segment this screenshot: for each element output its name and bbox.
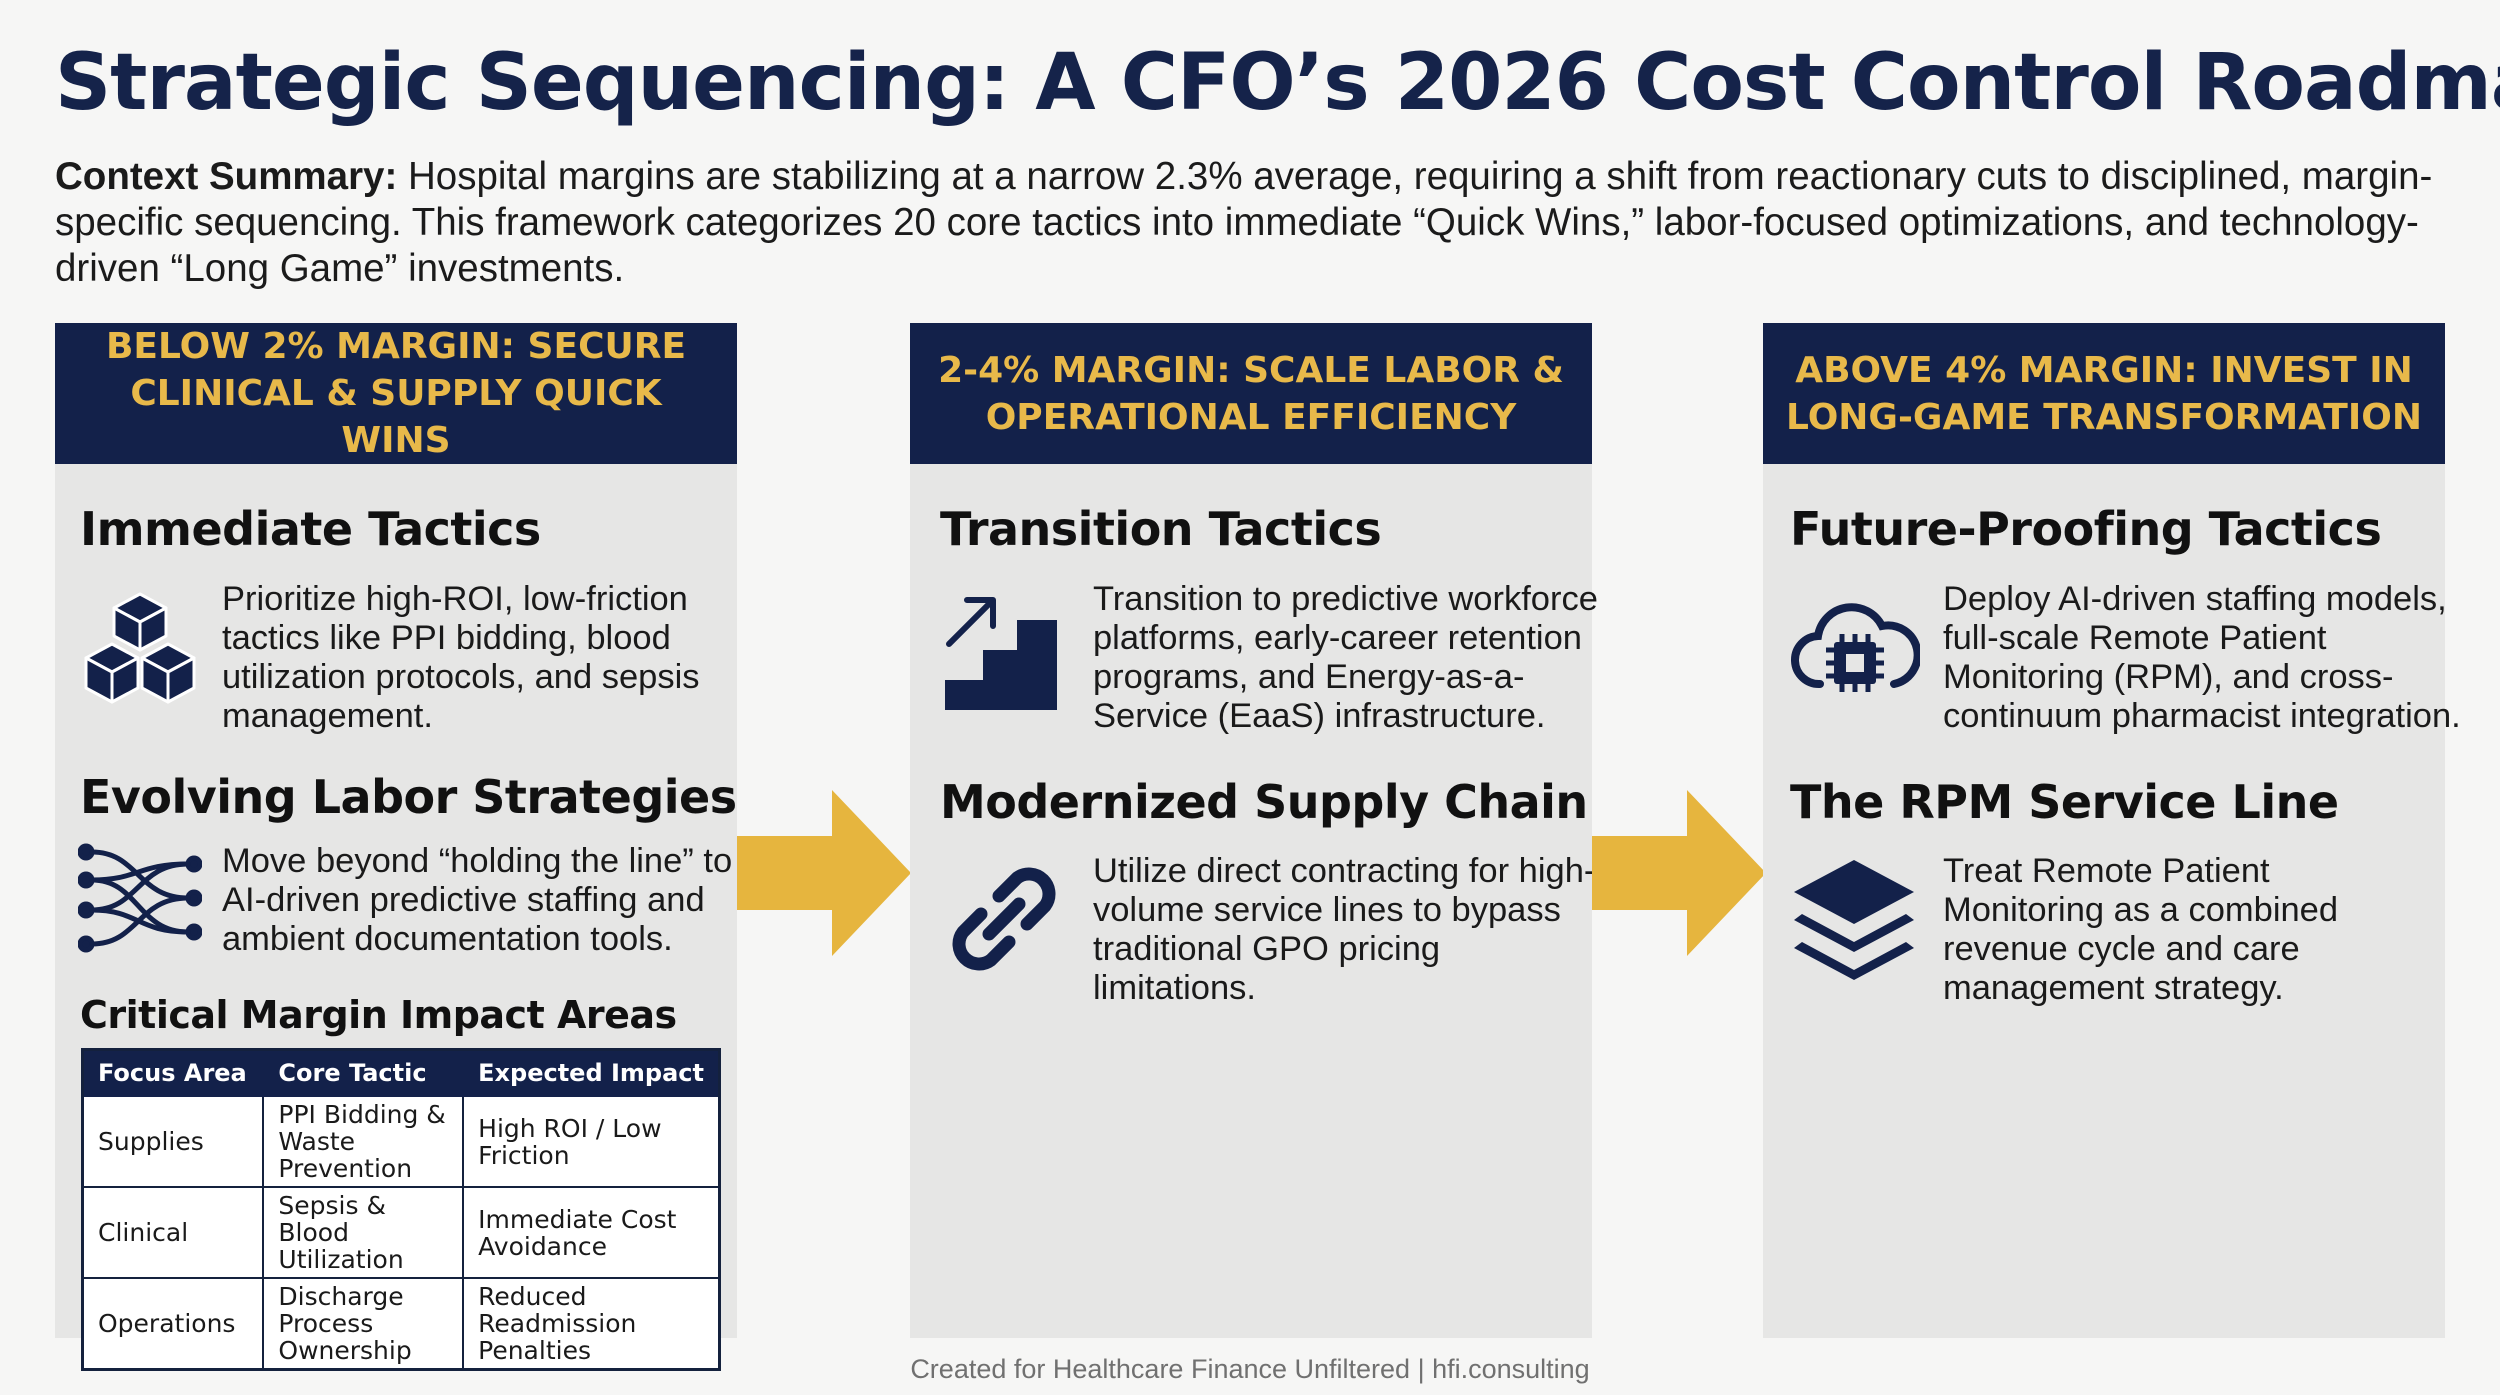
page-title: Strategic Sequencing: A CFO’s 2026 Cost …: [55, 38, 2500, 128]
section-heading-future-proofing: Future-Proofing Tactics: [1790, 502, 2382, 556]
table-cell: Supplies: [81, 1095, 265, 1188]
section-text-future-proofing: Deploy AI-driven staffing models, full-s…: [1943, 580, 2461, 735]
table-cell: Clinical: [81, 1186, 265, 1279]
column-header: 2-4% MARGIN: SCALE LABOR & OPERATIONAL E…: [910, 323, 1592, 464]
section-heading-supply-chain: Modernized Supply Chain: [940, 775, 1588, 829]
column-above-4-percent: ABOVE 4% MARGIN: INVEST IN LONG-GAME TRA…: [1763, 323, 2445, 1338]
section-heading-transition-tactics: Transition Tactics: [940, 502, 1382, 556]
network-flow-icon: [77, 840, 203, 963]
table-cell: Operations: [81, 1277, 265, 1371]
column-header: ABOVE 4% MARGIN: INVEST IN LONG-GAME TRA…: [1763, 323, 2445, 464]
impact-table: Focus Area Core Tactic Expected Impact S…: [81, 1048, 721, 1371]
footer-credit: Created for Healthcare Finance Unfiltere…: [910, 1354, 1590, 1384]
table-header-row: Focus Area Core Tactic Expected Impact: [81, 1048, 721, 1097]
right-arrow-icon: [737, 790, 911, 961]
cloud-chip-icon: [1790, 592, 1922, 717]
table-cell: Sepsis & Blood Utilization: [262, 1186, 465, 1279]
section-text-rpm-service-line: Treat Remote Patient Monitoring as a com…: [1943, 852, 2339, 1007]
section-text-transition-tactics: Transition to predictive workforce platf…: [1093, 580, 1598, 735]
impact-table-title: Critical Margin Impact Areas: [80, 993, 677, 1037]
table-header-cell: Focus Area: [81, 1048, 265, 1097]
context-summary: Context Summary: Hospital margins are st…: [55, 154, 2455, 292]
context-summary-text: Hospital margins are stabilizing at a na…: [55, 155, 2433, 290]
table-cell: High ROI / Low Friction: [462, 1095, 721, 1188]
cubes-icon: [80, 592, 200, 717]
right-arrow-icon: [1592, 790, 1766, 961]
section-heading-evolving-labor: Evolving Labor Strategies: [80, 770, 737, 824]
section-heading-rpm-service-line: The RPM Service Line: [1790, 775, 2339, 829]
context-summary-label: Context Summary:: [55, 155, 398, 198]
section-text-immediate-tactics: Prioritize high-ROI, low-friction tactic…: [222, 580, 700, 735]
table-cell: Immediate Cost Avoidance: [462, 1186, 721, 1279]
section-text-supply-chain: Utilize direct contracting for high-volu…: [1093, 852, 1596, 1007]
chain-link-icon: [945, 860, 1063, 983]
table-row: Operations Discharge Process Ownership R…: [81, 1277, 721, 1371]
table-header-cell: Expected Impact: [462, 1048, 721, 1097]
section-text-evolving-labor: Move beyond “holding the line” to AI-dri…: [222, 842, 733, 958]
table-header-cell: Core Tactic: [262, 1048, 465, 1097]
layers-icon: [1792, 858, 1916, 987]
table-cell: PPI Bidding & Waste Prevention: [262, 1095, 465, 1188]
column-header: BELOW 2% MARGIN: SECURE CLINICAL & SUPPL…: [55, 323, 737, 464]
table-cell: Reduced Readmission Penalties: [462, 1277, 721, 1371]
table-cell: Discharge Process Ownership: [262, 1277, 465, 1371]
table-row: Clinical Sepsis & Blood Utilization Imme…: [81, 1186, 721, 1279]
column-2-to-4-percent: 2-4% MARGIN: SCALE LABOR & OPERATIONAL E…: [910, 323, 1592, 1338]
table-row: Supplies PPI Bidding & Waste Prevention …: [81, 1095, 721, 1188]
stairs-up-icon: [945, 592, 1063, 715]
section-heading-immediate-tactics: Immediate Tactics: [80, 502, 541, 556]
